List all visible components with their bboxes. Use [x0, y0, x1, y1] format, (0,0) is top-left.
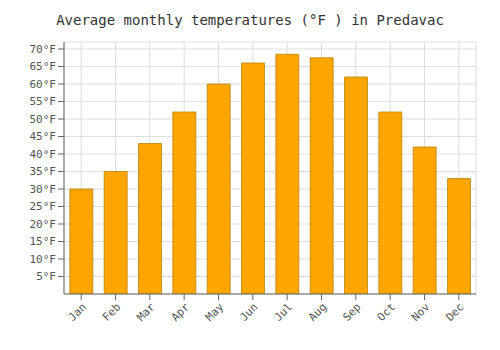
- svg-text:Feb: Feb: [100, 301, 123, 324]
- svg-text:Mar: Mar: [134, 300, 158, 324]
- svg-text:35°F: 35°F: [30, 165, 57, 178]
- svg-text:25°F: 25°F: [30, 200, 57, 213]
- html-text:Average monthly temperatures (: Average monthly temperatures (°F ) in Pr…: [56, 12, 444, 28]
- svg-text:Jun: Jun: [237, 301, 260, 324]
- svg-text:20°F: 20°F: [30, 218, 57, 231]
- svg-text:Nov: Nov: [409, 300, 433, 324]
- svg-text:15°F: 15°F: [30, 235, 57, 248]
- svg-text:65°F: 65°F: [30, 60, 57, 73]
- svg-text:Aug: Aug: [306, 301, 329, 324]
- svg-text:Apr: Apr: [169, 300, 193, 324]
- svg-text:May: May: [203, 300, 227, 324]
- svg-text:60°F: 60°F: [30, 78, 57, 91]
- svg-text:Sep: Sep: [340, 301, 363, 324]
- svg-text:55°F: 55°F: [30, 95, 57, 108]
- svg-text:Oct: Oct: [375, 301, 398, 324]
- svg-text:5°F: 5°F: [36, 270, 56, 283]
- svg-text:Jan: Jan: [66, 301, 89, 324]
- svg-text:70°F: 70°F: [30, 43, 57, 56]
- svg-text:45°F: 45°F: [30, 130, 57, 143]
- svg-text:Dec: Dec: [443, 301, 466, 324]
- svg-text:40°F: 40°F: [30, 148, 57, 161]
- svg-text:50°F: 50°F: [30, 113, 57, 126]
- svg-text:Jul: Jul: [272, 301, 295, 324]
- svg-text:10°F: 10°F: [30, 253, 57, 266]
- svg-text:30°F: 30°F: [30, 183, 57, 196]
